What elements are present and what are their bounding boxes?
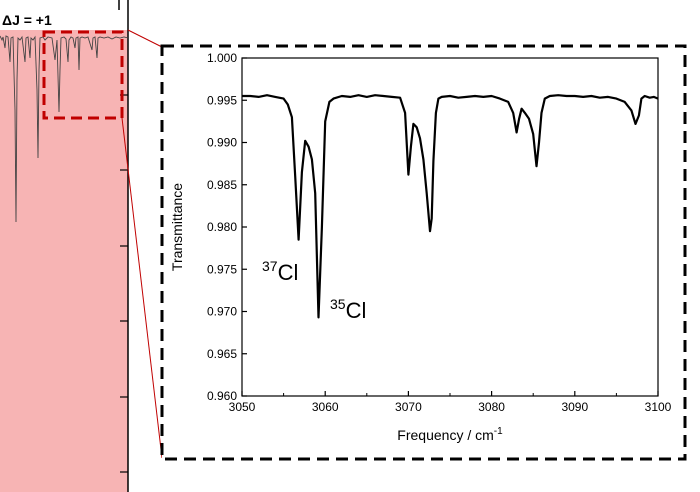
inset-frame [160,44,687,461]
annotation-37cl-superscript: 37 [262,258,278,274]
x-tick-label: 3080 [478,400,505,414]
x-axis-title: Frequency / cm-1 [397,426,503,443]
overview-shaded-region [0,30,128,492]
x-tick-label: 3090 [561,400,588,414]
x-axis: 3050 3060 3070 3080 3090 3100 [229,391,672,414]
overview-panel: ΔJ = +1 [0,0,129,492]
annotation-35cl-superscript: 35 [330,296,346,312]
x-tick-label: 3050 [229,400,256,414]
x-tick-label: 3060 [312,400,339,414]
y-tick-label: 0.975 [207,262,237,276]
zoom-connector-bottom [121,117,163,459]
x-axis-title-text: Frequency / cm [397,427,493,443]
y-tick-label: 0.960 [207,389,237,403]
y-tick-label: 0.995 [207,93,237,107]
x-axis-title-superscript: -1 [494,426,503,437]
y-tick-label: 0.965 [207,347,237,361]
y-tick-label: 0.980 [207,220,237,234]
overview-label: ΔJ = +1 [2,12,52,28]
y-tick-label: 0.990 [207,136,237,150]
y-tick-label: 0.985 [207,178,237,192]
zoom-connector-top [127,29,163,48]
y-tick-label: 1.000 [207,51,237,65]
overview-spectrum-line [0,35,129,223]
spectrum-series-line [242,94,659,319]
annotation-35cl: 35Cl [330,296,366,323]
y-axis-title: Transmittance [169,183,185,271]
y-tick-label: 0.970 [207,305,237,319]
x-tick-label: 3070 [395,400,422,414]
x-tick-label: 3100 [645,400,672,414]
y-axis: 0.960 0.965 0.970 0.975 0.980 0.985 0.990 0.995… [207,51,247,403]
inset-plot: 3050 3060 3070 3080 3090 3100 0.960 0.965 0.970… [169,51,672,443]
overview-highlight-box [42,30,124,120]
annotation-37cl: 37Cl [262,258,298,285]
annotation-35cl-base: Cl [346,298,367,323]
annotation-37cl-base: Cl [278,260,299,285]
